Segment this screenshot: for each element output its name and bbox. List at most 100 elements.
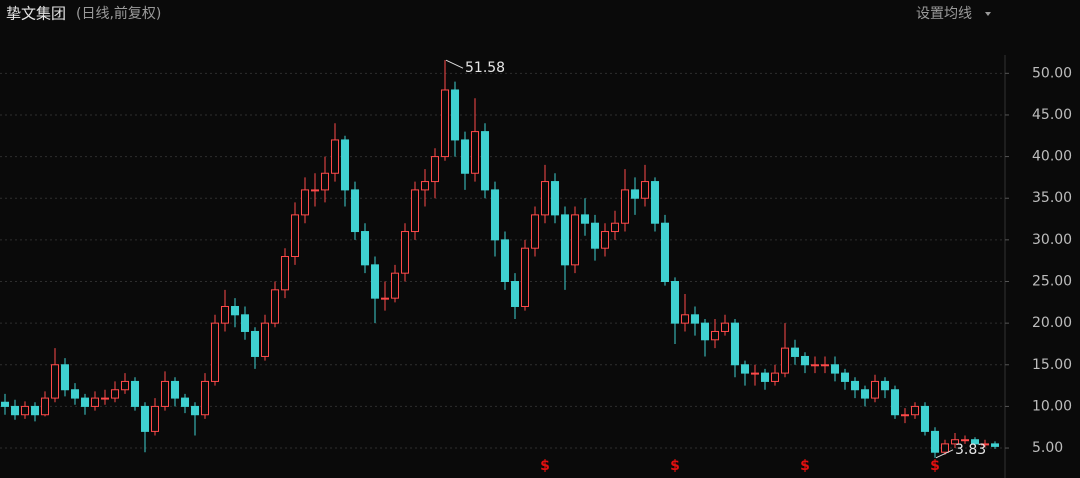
candle-body [761, 372, 769, 382]
candle-body [951, 439, 959, 445]
candle-body [591, 222, 599, 249]
candle-body [301, 189, 309, 216]
candle-body [681, 314, 689, 324]
candle-body [341, 139, 349, 191]
candle-body [361, 231, 369, 266]
candle-body [431, 156, 439, 183]
candle-body [781, 347, 789, 374]
settings-button[interactable]: 设置均线 [916, 6, 991, 22]
candle-body [251, 330, 259, 357]
candle-body [911, 405, 919, 416]
candle-body [261, 322, 269, 357]
candle-body [821, 364, 829, 367]
candle-body [561, 214, 569, 266]
y-tick-label: 25.00 [1032, 274, 1072, 290]
y-tick-label: 15.00 [1032, 357, 1072, 373]
candle-body [481, 131, 489, 191]
chart-title: 挚文集团 [6, 5, 66, 23]
candle-body [201, 380, 209, 416]
candle-body [471, 131, 479, 174]
candle-body [291, 214, 299, 258]
candle-body [461, 139, 469, 174]
candle-body [671, 281, 679, 324]
candle-body [871, 380, 879, 399]
settings-label[interactable]: 设置均线 [916, 6, 972, 22]
candle-body [841, 372, 849, 382]
candle-body [891, 389, 899, 416]
candle-body [941, 443, 949, 453]
candle-body [691, 314, 699, 324]
candle-body [531, 214, 539, 249]
candle-body [581, 214, 589, 224]
candle-body [41, 397, 49, 416]
candle-body [931, 430, 939, 453]
dividend-marker: $ [670, 458, 680, 474]
candle-body [801, 355, 809, 366]
candle-body [401, 231, 409, 274]
candle-body [331, 139, 339, 174]
annotation-label: 51.58 [465, 60, 505, 76]
candle-body [751, 372, 759, 375]
chart-subtitle: (日线,前复权) [76, 5, 161, 22]
candle-body [571, 214, 579, 266]
candle-body [151, 405, 159, 432]
candle-body [981, 443, 989, 446]
candle-body [321, 172, 329, 191]
candle-body [91, 397, 99, 407]
candle-body [641, 181, 649, 199]
candle-body [511, 281, 519, 307]
candle-body [51, 364, 59, 399]
candle-body [311, 189, 319, 192]
candle-body [721, 322, 729, 332]
candle-body [631, 189, 639, 199]
candle-body [131, 380, 139, 407]
candle-body [621, 189, 629, 224]
y-tick-label: 5.00 [1032, 440, 1063, 456]
y-tick-label: 10.00 [1032, 398, 1072, 414]
candle-body [791, 347, 799, 357]
candle-body [661, 222, 669, 283]
y-tick-label: 40.00 [1032, 149, 1072, 165]
y-tick-label: 35.00 [1032, 190, 1072, 206]
candle-body [451, 89, 459, 141]
candle-body [381, 297, 389, 300]
candle-body [921, 405, 929, 432]
candle-body [651, 181, 659, 224]
dividend-marker: $ [540, 458, 550, 474]
annotation-label: 3.83 [955, 442, 986, 458]
candle-body [101, 397, 109, 400]
candle-body [61, 364, 69, 391]
candle-body [501, 239, 509, 283]
candle-body [811, 364, 819, 367]
y-tick-label: 50.00 [1032, 65, 1072, 81]
dividend-marker: $ [930, 458, 940, 474]
candle-body [831, 364, 839, 374]
candle-body [211, 322, 219, 382]
candle-body [411, 189, 419, 233]
annotation-pointer [935, 449, 954, 459]
dividend-marker: $ [800, 458, 810, 474]
candle-body [861, 389, 869, 399]
candle-body [551, 181, 559, 216]
candle-body [121, 380, 129, 391]
candle-body [171, 380, 179, 399]
candle-body [241, 314, 249, 332]
candle-body [731, 322, 739, 366]
candle-body [991, 443, 999, 447]
annotation-pointer [445, 59, 464, 69]
candle-body [881, 380, 889, 391]
candle-body [391, 272, 399, 299]
candle-body [141, 405, 149, 432]
candle-body [711, 330, 719, 341]
candle-body [221, 305, 229, 324]
candle-body [271, 289, 279, 324]
candle-body [961, 439, 969, 442]
y-tick-label: 30.00 [1032, 232, 1072, 248]
y-tick-label: 20.00 [1032, 315, 1072, 331]
candle-body [371, 264, 379, 299]
candle-body [601, 231, 609, 249]
candle-body [441, 89, 449, 158]
dropdown-icon[interactable] [985, 12, 991, 16]
